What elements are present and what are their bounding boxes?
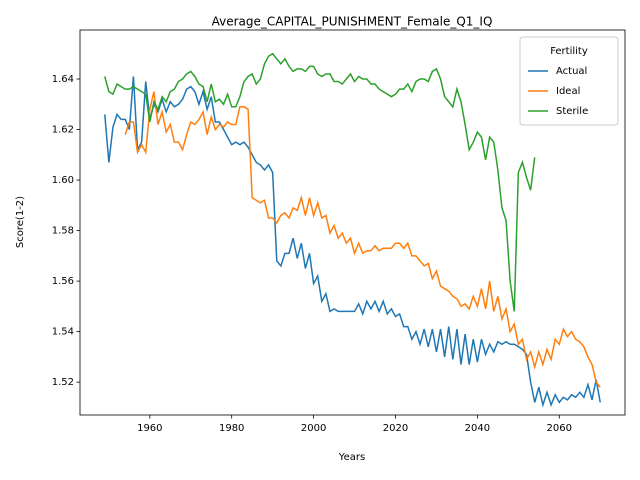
- x-tick-label: 2000: [301, 423, 326, 434]
- series-line: [104, 52, 536, 312]
- legend-label: Actual: [556, 66, 587, 77]
- plot-frame: [79, 29, 626, 416]
- y-tick-label: 1.62: [52, 125, 74, 136]
- y-tick-label: 1.58: [52, 226, 74, 237]
- series-line: [124, 91, 601, 388]
- legend-box: [519, 36, 619, 126]
- y-tick-label: 1.60: [52, 175, 74, 186]
- x-tick-label: 2060: [547, 423, 572, 434]
- x-tick-label: 1980: [219, 423, 244, 434]
- legend-label: Ideal: [556, 86, 580, 97]
- y-axis-label: Score(1-2): [15, 196, 26, 248]
- y-tick-label: 1.52: [52, 377, 74, 388]
- x-tick-label: 2040: [465, 423, 490, 434]
- y-tick-label: 1.54: [52, 327, 74, 338]
- chart-title: Average_CAPITAL_PUNISHMENT_Female_Q1_IQ: [212, 15, 493, 29]
- x-tick-label: 1960: [137, 423, 162, 434]
- x-axis-label: Years: [338, 452, 365, 463]
- legend-label: Sterile: [556, 106, 588, 117]
- y-tick-label: 1.56: [52, 276, 74, 287]
- x-tick-label: 2020: [383, 423, 408, 434]
- legend-title: Fertility: [550, 46, 588, 57]
- series-line: [104, 76, 601, 408]
- y-tick-label: 1.64: [52, 74, 74, 85]
